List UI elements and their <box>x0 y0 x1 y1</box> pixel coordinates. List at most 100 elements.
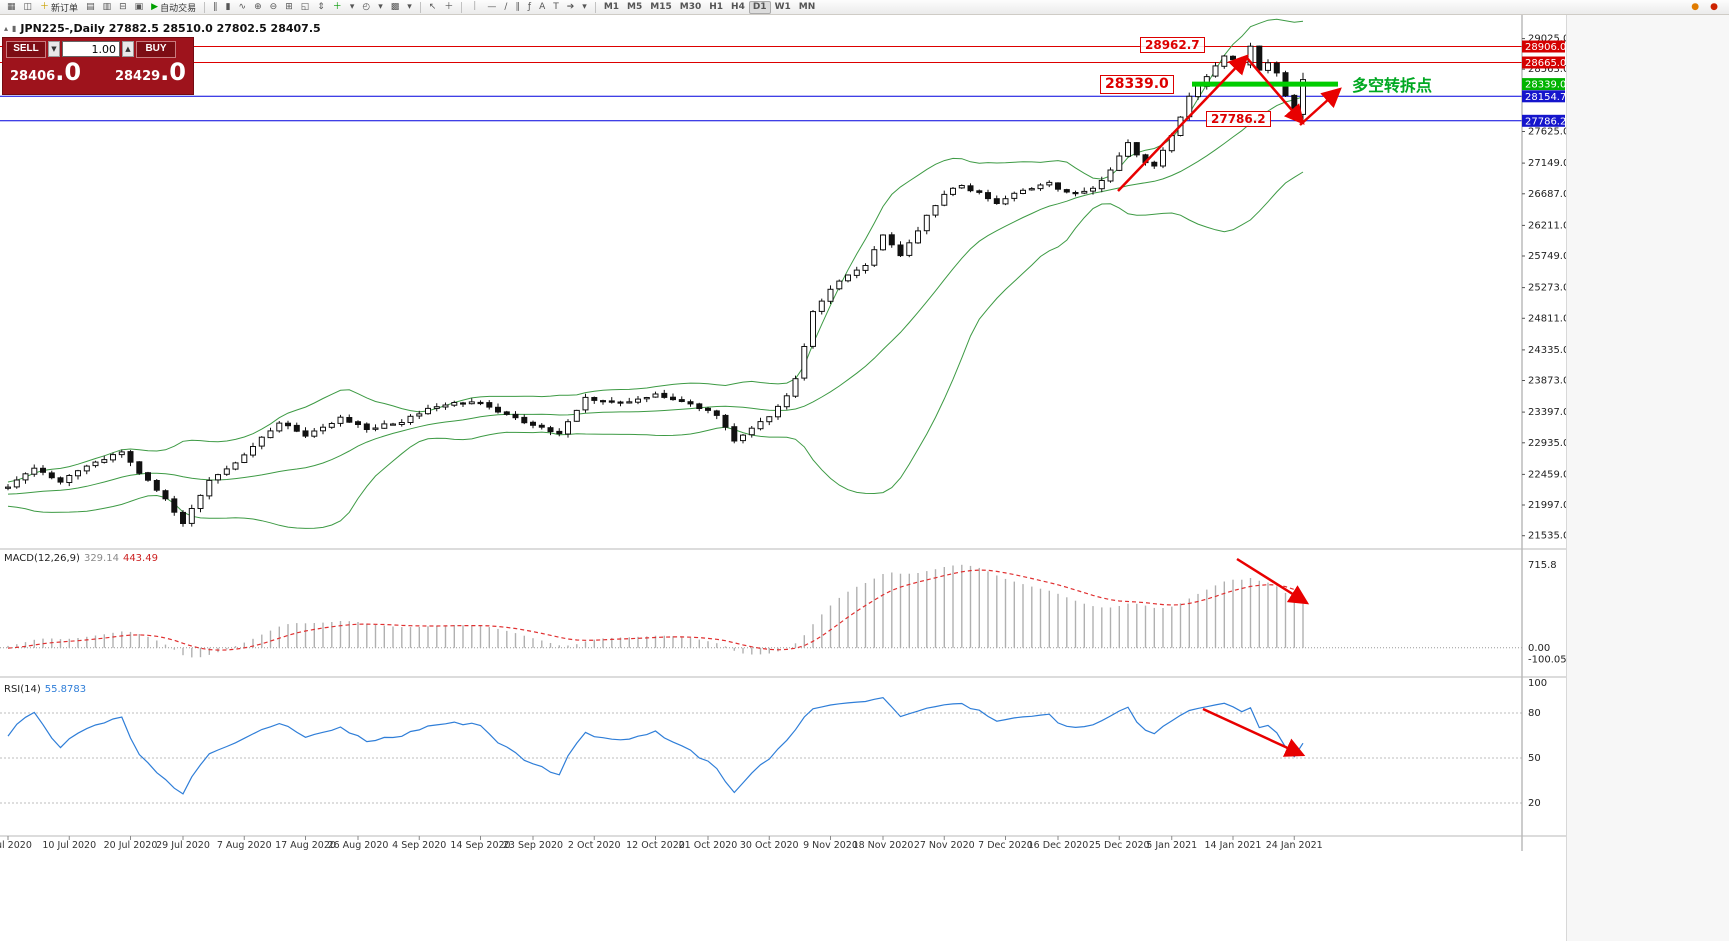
new-order-button[interactable]: ＋新订单 <box>36 1 82 14</box>
timeframe-d1[interactable]: D1 <box>748 0 771 14</box>
sell-button[interactable]: SELL <box>6 40 46 58</box>
svg-text:28665.0: 28665.0 <box>1525 58 1566 69</box>
arrow-pullback-down[interactable] <box>1246 57 1305 125</box>
text-label-icon[interactable]: T <box>549 1 563 14</box>
new-order-button-label: 新订单 <box>51 3 79 14</box>
fibonacci-icon[interactable]: ƒ <box>524 1 535 14</box>
channel-icon[interactable]: ∥ <box>511 1 524 14</box>
autotrade-button[interactable]: ▶ 自动交易 <box>147 1 200 14</box>
annotation-support-price[interactable]: 28339.0 <box>1100 75 1174 94</box>
periods-dropdown-glyph: ▾ <box>378 2 383 12</box>
svg-text:24335.0: 24335.0 <box>1528 345 1566 356</box>
volume-input[interactable] <box>62 41 120 57</box>
horizontal-line-icon[interactable]: — <box>483 1 500 14</box>
vertical-line-icon[interactable]: ｜ <box>466 1 483 14</box>
periods-icon[interactable]: ◴ <box>358 1 374 14</box>
toolbar-separator <box>461 1 463 13</box>
arrow-rally-up[interactable] <box>1117 54 1249 192</box>
svg-text:22935.0: 22935.0 <box>1528 438 1566 449</box>
indicators-dropdown[interactable]: ▾ <box>346 1 359 14</box>
chart-profiles-icon-glyph: ◫ <box>23 2 33 12</box>
indicators-icon[interactable]: ＋ <box>329 1 346 14</box>
volume-stepper-up-icon[interactable]: ▲ <box>122 41 134 57</box>
toolbar-separator <box>204 1 206 13</box>
periods-dropdown[interactable]: ▾ <box>374 1 387 14</box>
trendline-icon[interactable]: ∕ <box>500 1 511 14</box>
arrows-dropdown-glyph: ▾ <box>582 2 587 12</box>
svg-text:12 Oct 2020: 12 Oct 2020 <box>626 840 685 851</box>
svg-text:1 Jul 2020: 1 Jul 2020 <box>0 840 32 851</box>
svg-text:27786.2: 27786.2 <box>1525 116 1566 127</box>
sell-price[interactable]: 28406.0 <box>10 60 81 84</box>
svg-text:30 Oct 2020: 30 Oct 2020 <box>740 840 799 851</box>
rsi-label: RSI(14) 55.8783 <box>4 684 86 695</box>
candlestick-chart-icon[interactable]: ▮ <box>222 1 235 14</box>
navigator-icon[interactable]: ⊟ <box>115 1 131 14</box>
timeframe-m5[interactable]: M5 <box>623 1 646 14</box>
svg-text:28906.0: 28906.0 <box>1525 42 1566 53</box>
svg-text:14 Sep 2020: 14 Sep 2020 <box>450 840 510 851</box>
volume-dropdown-icon[interactable]: ▼ <box>48 41 60 57</box>
timeframe-m30[interactable]: M30 <box>676 1 705 14</box>
timeframe-m15[interactable]: M15 <box>646 1 675 14</box>
chart-profiles-icon[interactable]: ◫ <box>20 1 37 14</box>
svg-text:80: 80 <box>1528 708 1541 719</box>
new-order-glyph: ＋ <box>40 2 50 12</box>
svg-text:27 Nov 2020: 27 Nov 2020 <box>914 840 975 851</box>
timeframe-m1[interactable]: M1 <box>600 1 623 14</box>
rsi-value: 55.8783 <box>44 684 87 695</box>
terminal-icon[interactable]: ▣ <box>131 1 148 14</box>
bar-chart-icon[interactable]: ‖ <box>209 1 222 14</box>
market-watch-icon[interactable]: ▤ <box>82 1 99 14</box>
arrows-dropdown[interactable]: ▾ <box>578 1 591 14</box>
buy-button[interactable]: BUY <box>136 40 176 58</box>
annotation-peak-price[interactable]: 28962.7 <box>1140 37 1205 53</box>
templates-dropdown[interactable]: ▾ <box>403 1 416 14</box>
zoom-in-icon[interactable]: ⊕ <box>250 1 266 14</box>
svg-text:27149.0: 27149.0 <box>1528 158 1566 169</box>
arrow-rsi-down[interactable] <box>1202 707 1306 757</box>
one-click-collapse-icon[interactable]: ▴ <box>4 24 9 33</box>
text-icon[interactable]: A <box>535 1 549 14</box>
tile-windows-icon[interactable]: ⊞ <box>281 1 297 14</box>
cursor-icon[interactable]: ↖ <box>425 1 441 14</box>
price-scale: 29025.0 28563.0 27625.0 27149.0 26687.0 26211… <box>1521 15 1566 851</box>
sell-price-main: 28406 <box>10 69 56 84</box>
arrow-bounce-up[interactable] <box>1299 87 1342 126</box>
buy-price[interactable]: 28429.0 <box>115 60 186 84</box>
price-chart[interactable]: 29025.0 28563.0 27625.0 27149.0 26687.0 26211… <box>0 15 1566 851</box>
chart-symbol-period: JPN225-,Daily <box>20 22 105 35</box>
timeframe-h1[interactable]: H1 <box>705 1 727 14</box>
scale-fix-icon[interactable]: ⇕ <box>313 1 329 14</box>
timeframe-mn[interactable]: MN <box>795 1 820 14</box>
arrow-macd-down[interactable] <box>1236 557 1310 605</box>
auto-arrange-icon[interactable]: ◱ <box>297 1 314 14</box>
templates-icon[interactable]: ▩ <box>387 1 404 14</box>
zoom-out-icon[interactable]: ⊖ <box>266 1 282 14</box>
svg-text:26211.0: 26211.0 <box>1528 220 1566 231</box>
svg-text:21997.0: 21997.0 <box>1528 500 1566 511</box>
svg-text:28563.0: 28563.0 <box>1528 64 1566 75</box>
arrows-tool-icon[interactable]: ➔ <box>563 1 579 14</box>
crosshair-icon[interactable]: ＋ <box>440 1 457 14</box>
timeframe-h4[interactable]: H4 <box>727 1 749 14</box>
svg-text:26 Aug 2020: 26 Aug 2020 <box>328 840 389 851</box>
alert-icon-glyph: ● <box>1710 2 1718 12</box>
annotation-low-price[interactable]: 27786.2 <box>1206 111 1271 127</box>
line-chart-icon[interactable]: ∿ <box>235 1 251 14</box>
tile-windows-icon-glyph: ⊞ <box>285 2 293 12</box>
data-window-icon[interactable]: ▥ <box>99 1 116 14</box>
rsi-name: RSI(14) <box>4 684 41 695</box>
alert-icon[interactable]: ● <box>1706 1 1722 14</box>
svg-text:-100.05: -100.05 <box>1528 654 1566 665</box>
rsi-panel <box>0 696 1522 804</box>
community-icon[interactable]: ● <box>1687 1 1703 14</box>
chart-title: ▴ ▮ JPN225-,Daily 27882.5 28510.0 27802.… <box>4 22 321 35</box>
bar-chart-icon-glyph: ‖ <box>213 2 218 12</box>
new-chart-icon[interactable]: ▦ <box>3 1 20 14</box>
timeframe-w1[interactable]: W1 <box>771 1 795 14</box>
annotation-pivot-text[interactable]: 多空转拆点 <box>1352 76 1433 95</box>
chart-window: 29025.0 28563.0 27625.0 27149.0 26687.0 26211… <box>0 15 1566 851</box>
svg-text:21535.0: 21535.0 <box>1528 531 1566 542</box>
